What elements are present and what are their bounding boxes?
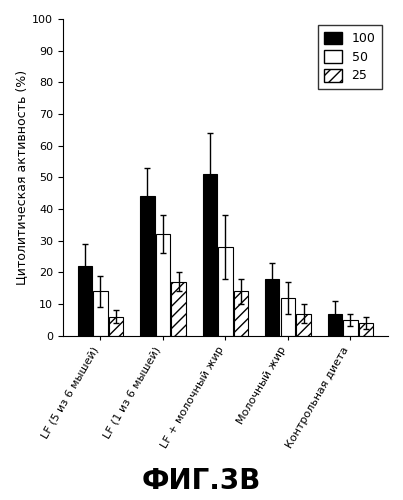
Bar (359, 323, 373, 336)
Bar (296, 314, 311, 336)
Bar (109, 316, 123, 336)
Text: ФИГ.3В: ФИГ.3В (142, 467, 261, 495)
Bar (265, 278, 280, 336)
Bar (203, 174, 217, 336)
Bar (78, 266, 92, 336)
Bar (328, 314, 342, 336)
Bar (281, 298, 295, 336)
Bar (234, 292, 248, 336)
Legend: 100, 50, 25: 100, 50, 25 (318, 25, 382, 88)
Bar (218, 247, 233, 336)
Bar (140, 196, 154, 336)
Bar (93, 292, 108, 336)
Bar (343, 320, 357, 336)
Bar (156, 234, 170, 336)
Y-axis label: Цитолитическая активность (%): Цитолитическая активность (%) (15, 70, 28, 285)
Bar (171, 282, 186, 336)
